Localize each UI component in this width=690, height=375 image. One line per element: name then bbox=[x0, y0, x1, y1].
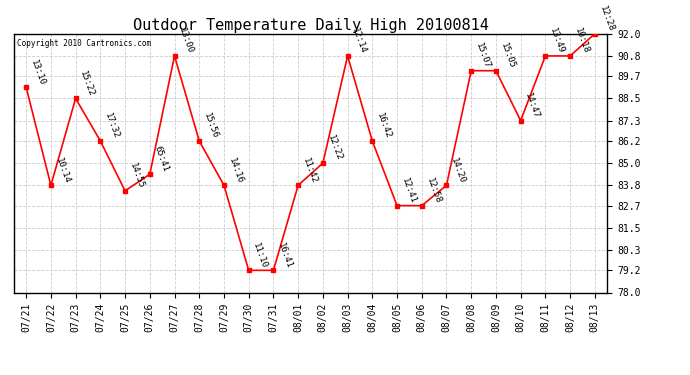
Text: 11:42: 11:42 bbox=[301, 156, 319, 184]
Text: 14:55: 14:55 bbox=[128, 162, 146, 190]
Text: 12:41: 12:41 bbox=[400, 177, 417, 205]
Text: 16:41: 16:41 bbox=[276, 241, 294, 270]
Text: 10:18: 10:18 bbox=[573, 27, 591, 55]
Text: 15:22: 15:22 bbox=[79, 69, 96, 98]
Text: 15:05: 15:05 bbox=[499, 42, 516, 70]
Text: Copyright 2010 Cartronics.com: Copyright 2010 Cartronics.com bbox=[17, 39, 151, 48]
Text: 12:14: 12:14 bbox=[351, 27, 368, 55]
Text: 13:00: 13:00 bbox=[177, 27, 195, 55]
Text: 65:41: 65:41 bbox=[152, 145, 170, 173]
Text: 14:20: 14:20 bbox=[449, 156, 467, 184]
Text: 12:22: 12:22 bbox=[326, 134, 344, 162]
Text: 11:10: 11:10 bbox=[251, 241, 269, 270]
Text: 15:07: 15:07 bbox=[474, 42, 492, 70]
Text: 17:32: 17:32 bbox=[103, 112, 121, 140]
Text: 14:16: 14:16 bbox=[227, 156, 244, 184]
Text: 13:10: 13:10 bbox=[29, 58, 47, 87]
Text: 15:56: 15:56 bbox=[202, 112, 219, 140]
Text: 12:58: 12:58 bbox=[424, 177, 442, 205]
Text: 16:42: 16:42 bbox=[375, 112, 393, 140]
Text: 13:49: 13:49 bbox=[548, 27, 566, 55]
Title: Outdoor Temperature Daily High 20100814: Outdoor Temperature Daily High 20100814 bbox=[132, 18, 489, 33]
Text: 12:28: 12:28 bbox=[598, 4, 615, 33]
Text: 10:14: 10:14 bbox=[54, 156, 71, 184]
Text: 14:47: 14:47 bbox=[524, 92, 541, 120]
